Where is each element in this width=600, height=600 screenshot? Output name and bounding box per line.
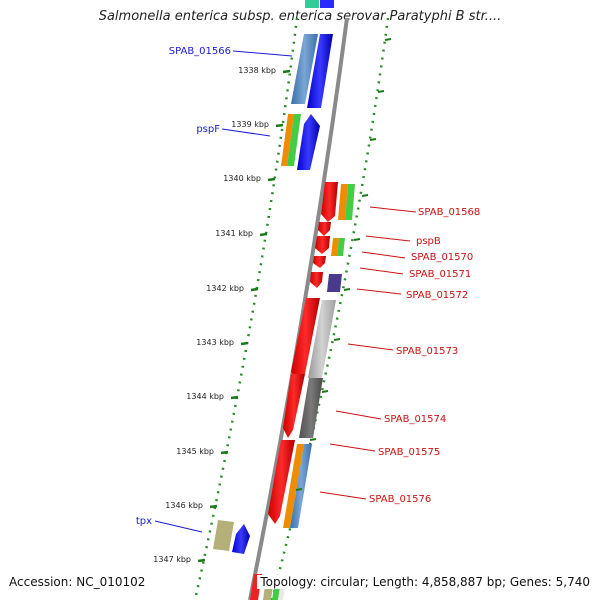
outer-tick-mark (295, 488, 303, 491)
tick-mark (240, 341, 249, 346)
gene-label-pspB[interactable]: pspB (416, 236, 441, 247)
tick-label: 1338 kbp (238, 66, 276, 75)
gene-SPAB_01575-576-block[interactable] (268, 440, 312, 528)
cds-SPAB_01575 (268, 440, 295, 524)
tick-label: 1347 kbp (153, 555, 191, 564)
purple-track-01572 (327, 274, 342, 292)
outer-tick-mark (343, 288, 351, 291)
feature-top-green (305, 0, 319, 8)
cds-pspF (297, 114, 320, 170)
cds-SPAB_01573 (291, 298, 320, 380)
outer-tick-mark (321, 390, 329, 393)
tick-label: 1340 kbp (223, 174, 261, 183)
outer-tick-mark (309, 438, 317, 441)
green-track-01568 (345, 184, 355, 220)
gene-label-pspF[interactable]: pspF (196, 124, 220, 135)
gene-label-SPAB_01574[interactable]: SPAB_01574 (384, 414, 446, 425)
topology-text: Topology: circular; Length: 4,858,887 bp… (257, 575, 590, 589)
steelblue-track-01576 (290, 444, 312, 528)
cds-pspB[interactable] (318, 222, 331, 236)
label-leader-line (359, 267, 404, 275)
gene-SPAB_01574-block[interactable] (283, 374, 323, 438)
leader-lines (154, 50, 417, 533)
feature-top-blue (320, 0, 334, 8)
label-leader-line (319, 491, 367, 500)
cds-SPAB_01574 (283, 374, 305, 438)
tick-label: 1345 kbp (176, 447, 214, 456)
gene-label-SPAB_01566[interactable]: SPAB_01566 (169, 46, 231, 57)
gene-label-tpx[interactable]: tpx (136, 516, 152, 527)
green-track-01570 (337, 238, 345, 256)
label-leader-line (221, 128, 271, 137)
label-leader-line (329, 443, 376, 452)
label-leader-line (232, 50, 293, 57)
cds-SPAB_01571[interactable] (313, 256, 326, 268)
tick-label: 1344 kbp (186, 392, 224, 401)
orange-track-pspF (281, 114, 294, 166)
gene-label-SPAB_01568[interactable]: SPAB_01568 (418, 207, 480, 218)
tick-group: 1338 kbp 1339 kbp 1340 kbp 1341 kbp 1342 kbp… (153, 38, 392, 564)
cds-SPAB_01568 (321, 182, 338, 222)
label-leader-line (365, 235, 411, 242)
accession-text: Accession: NC_010102 (9, 575, 146, 589)
outer-tick-mark (333, 338, 341, 341)
gene-label-SPAB_01575[interactable]: SPAB_01575 (378, 447, 440, 458)
gene-label-SPAB_01573[interactable]: SPAB_01573 (396, 346, 458, 357)
orange-track-01568 (338, 184, 348, 220)
outer-tick-mark (353, 238, 361, 241)
orange-track-01576 (283, 444, 304, 528)
grey-track-01573 (308, 300, 336, 378)
gene-pspF-block[interactable] (281, 114, 320, 170)
label-leader-line (154, 520, 203, 533)
tick-mark (267, 177, 276, 182)
outer-tick-mark (361, 194, 369, 197)
outer-tick-mark (377, 90, 385, 93)
gene-SPAB_01573-block[interactable] (291, 298, 336, 380)
tick-mark (209, 504, 218, 509)
gene-label-SPAB_01571[interactable]: SPAB_01571 (409, 269, 471, 280)
cds-SPAB_01572 (310, 272, 323, 288)
gene-label-SPAB_01572[interactable]: SPAB_01572 (406, 290, 468, 301)
map-title: Salmonella enterica subsp. enterica sero… (98, 9, 502, 24)
label-leader-line (356, 288, 402, 295)
tick-mark (259, 232, 268, 237)
gene-SPAB_01572-block[interactable] (310, 272, 342, 292)
cds-SPAB_01570 (315, 236, 330, 254)
khaki-track-tpx (213, 520, 234, 551)
tick-mark (230, 395, 239, 400)
steelblue-track-1566 (291, 34, 318, 104)
tick-mark (197, 558, 206, 563)
outer-tick-mark (384, 38, 392, 41)
tick-mark (220, 450, 229, 455)
label-leader-line (335, 410, 382, 420)
orange-track-01570 (331, 238, 339, 256)
tick-label: 1343 kbp (196, 338, 234, 347)
gene-SPAB_01568-block[interactable] (321, 182, 355, 222)
tick-mark (250, 287, 259, 292)
cds-tpx (232, 524, 250, 554)
gene-SPAB_01570-block[interactable] (315, 236, 345, 256)
gene-tpx-block[interactable] (213, 520, 250, 554)
cds-SPAB_01566 (307, 34, 333, 108)
gc-ring-outer-dotted (270, 17, 390, 600)
gc-ring-inner-dotted (193, 17, 299, 600)
genome-backbone (248, 17, 349, 600)
gene-label-SPAB_01570[interactable]: SPAB_01570 (411, 252, 473, 263)
green-track-pspF (287, 114, 301, 166)
outer-tick-mark (369, 138, 377, 141)
label-leader-line (347, 343, 394, 351)
gene-SPAB_01566-block[interactable] (291, 34, 333, 108)
label-leader-line (361, 251, 406, 259)
tick-label: 1342 kbp (206, 284, 244, 293)
label-leader-line (369, 206, 417, 213)
tick-label: 1341 kbp (215, 229, 253, 238)
tick-mark (275, 123, 284, 128)
gene-label-SPAB_01576[interactable]: SPAB_01576 (369, 494, 431, 505)
tick-label: 1346 kbp (165, 501, 203, 510)
tick-label: 1339 kbp (231, 120, 269, 129)
dark-track-01574 (299, 378, 323, 438)
tick-mark (282, 69, 291, 74)
